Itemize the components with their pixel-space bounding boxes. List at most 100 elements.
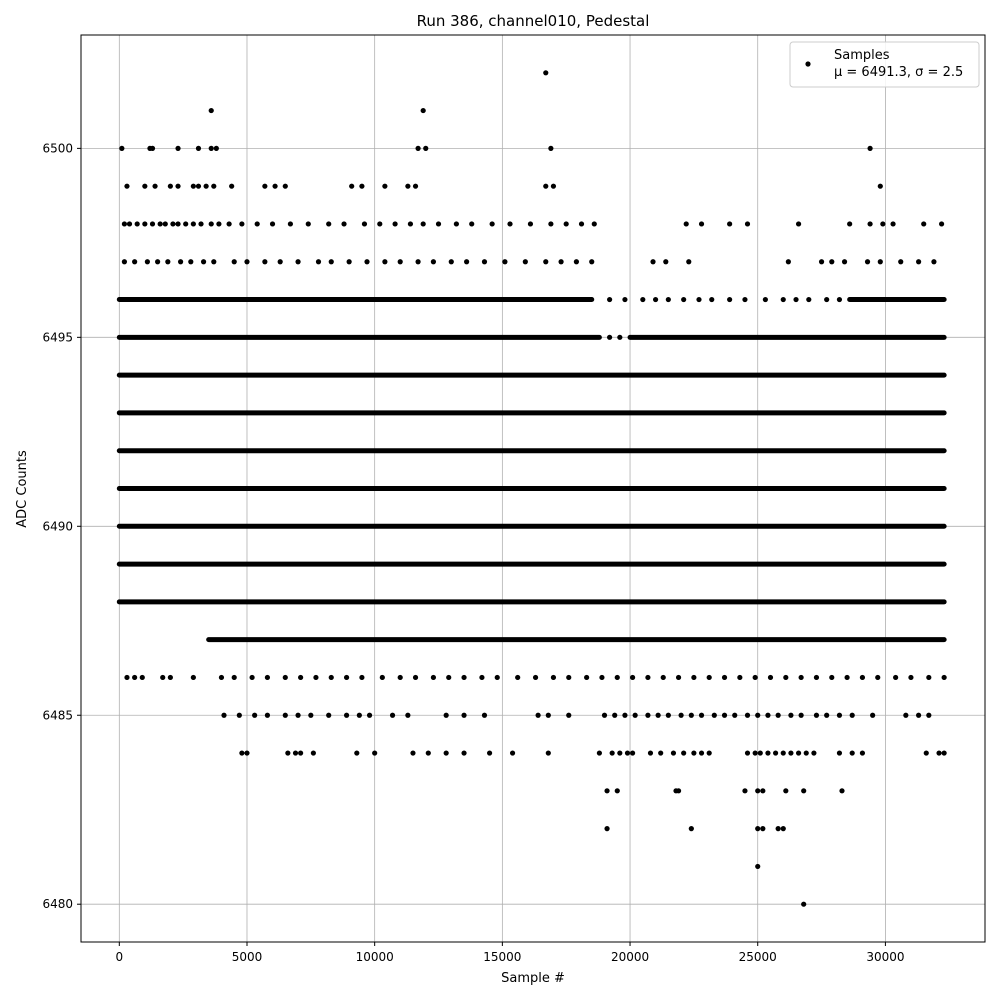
sample-point <box>806 296 812 303</box>
x-tick-label: 25000 <box>739 950 777 964</box>
sample-point <box>629 674 636 681</box>
sample-point <box>356 712 362 718</box>
sample-point <box>134 221 140 227</box>
legend-series-name: Samples <box>834 48 890 63</box>
sample-point <box>744 712 751 718</box>
sample-point <box>780 826 786 832</box>
y-axis-ticks: 6480 6485 6490 6495 6500 <box>42 141 81 911</box>
sample-point <box>818 259 825 265</box>
sample-point <box>142 183 148 189</box>
sample-point <box>859 674 866 681</box>
sample-point <box>732 712 738 718</box>
sample-point <box>412 183 419 189</box>
sample-point <box>548 145 554 151</box>
sample-point <box>236 712 242 718</box>
sample-point <box>415 259 421 265</box>
sample-point <box>423 145 429 151</box>
sample-point <box>328 259 334 265</box>
sample-point <box>760 826 766 832</box>
sample-point <box>469 221 475 227</box>
sample-point <box>785 259 791 265</box>
sample-point <box>836 712 843 718</box>
sample-point <box>898 259 904 265</box>
sample-point <box>343 712 350 718</box>
sample-point <box>824 296 830 303</box>
sample-point <box>706 750 712 756</box>
sample-point <box>502 259 508 265</box>
sample-point <box>645 674 651 681</box>
sample-point <box>349 183 355 189</box>
sample-point <box>936 750 942 756</box>
sample-point <box>762 296 768 303</box>
sample-point <box>870 712 876 718</box>
sample-point <box>195 145 202 151</box>
y-tick-label: 6490 <box>42 519 73 533</box>
sample-point <box>226 221 232 227</box>
sample-point <box>836 296 843 303</box>
sample-point <box>645 712 651 718</box>
sample-point <box>867 145 873 151</box>
sample-point <box>599 674 605 681</box>
sample-point <box>479 674 485 681</box>
sample-point <box>941 750 947 756</box>
sample-point <box>167 183 173 189</box>
sample-point <box>543 70 549 76</box>
x-axis-ticks: 0 5000 10000 15000 20000 25000 30000 <box>115 942 905 964</box>
sample-point <box>941 674 947 681</box>
sample-point <box>629 750 636 756</box>
sample-point <box>313 674 319 681</box>
sample-point <box>190 674 196 681</box>
sample-point <box>382 183 388 189</box>
sample-point <box>420 221 426 227</box>
sample-point <box>652 296 659 303</box>
sample-point <box>461 750 467 756</box>
sample-point <box>208 145 214 151</box>
sample-point <box>688 826 694 832</box>
sample-point <box>566 674 572 681</box>
sample-point <box>372 750 378 756</box>
sample-point <box>607 296 613 303</box>
sample-point <box>203 183 209 189</box>
sample-point <box>481 259 488 265</box>
sample-point <box>801 901 807 907</box>
sample-point <box>272 183 278 189</box>
y-tick-label: 6480 <box>42 897 73 911</box>
sample-point <box>566 712 572 718</box>
sample-point <box>841 259 848 265</box>
sample-point <box>880 221 886 227</box>
sample-point <box>788 750 794 756</box>
sample-point <box>252 712 258 718</box>
sample-point <box>157 221 163 227</box>
sample-point <box>655 712 661 718</box>
sample-point <box>405 183 411 189</box>
x-axis-label: Sample # <box>501 971 565 986</box>
sample-point <box>721 674 728 681</box>
sample-point <box>446 674 452 681</box>
sample-point <box>124 183 130 189</box>
sample-point <box>877 183 883 189</box>
sample-point <box>757 750 763 756</box>
sample-point <box>527 221 534 227</box>
sample-point <box>231 674 237 681</box>
sample-point <box>867 221 873 227</box>
sample-point <box>239 221 245 227</box>
sample-point <box>783 788 789 794</box>
sample-point <box>772 750 779 756</box>
sample-point <box>742 788 748 794</box>
sample-point <box>425 750 431 756</box>
sample-point <box>254 221 260 227</box>
sample-point <box>364 259 370 265</box>
sample-point <box>494 674 500 681</box>
sample-point <box>813 674 820 681</box>
sample-point <box>211 183 217 189</box>
sample-point <box>509 750 516 756</box>
sample-point <box>916 712 922 718</box>
sample-point <box>343 674 350 681</box>
sample-point <box>591 221 597 227</box>
sample-point <box>443 712 449 718</box>
sample-point <box>522 259 528 265</box>
sample-point <box>698 712 705 718</box>
sample-point <box>218 674 225 681</box>
sample-point <box>601 712 608 718</box>
